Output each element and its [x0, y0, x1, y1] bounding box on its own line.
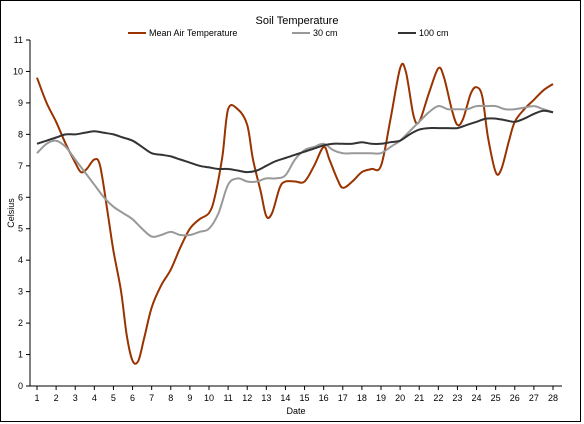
x-tick-label: 12	[242, 393, 252, 403]
y-tick-label: 9	[18, 98, 23, 108]
series-lines	[36, 62, 554, 365]
x-tick-label: 13	[261, 393, 271, 403]
y-tick-label: 8	[18, 129, 23, 139]
chart-title: Soil Temperature	[256, 15, 339, 27]
y-axis-title: Celsius	[6, 198, 16, 228]
x-tick-label: 9	[187, 393, 192, 403]
series-line-100-cm	[36, 109, 554, 174]
x-tick-label: 27	[529, 393, 539, 403]
x-tick-label: 11	[223, 393, 232, 403]
x-axis-title: Date	[286, 406, 305, 416]
legend-item-30-cm: 30 cm	[292, 28, 338, 38]
x-tick-label: 16	[319, 393, 329, 403]
legend-item-100-cm: 100 cm	[398, 28, 449, 38]
y-tick-label: 0	[18, 381, 23, 391]
x-tick-label: 4	[92, 393, 97, 403]
x-tick-label: 8	[168, 393, 173, 403]
y-tick-label: 1	[18, 350, 23, 360]
y-tick-label: 2	[18, 318, 23, 328]
x-tick-label: 20	[395, 393, 405, 403]
x-tick-label: 25	[491, 393, 501, 403]
y-tick-label: 3	[18, 287, 23, 297]
x-tick-label: 3	[73, 393, 78, 403]
y-axis: 0 1 2 3 4 5 6 7 8 9 10 11	[13, 35, 30, 391]
y-tick-label: 5	[18, 224, 23, 234]
x-tick-label: 22	[433, 393, 443, 403]
x-tick-label: 15	[300, 393, 310, 403]
x-tick-label: 23	[452, 393, 462, 403]
y-tick-label: 10	[13, 66, 23, 76]
x-tick-label: 24	[472, 393, 482, 403]
y-tick-label: 4	[18, 255, 23, 265]
x-tick-label: 19	[376, 393, 386, 403]
legend-label: 30 cm	[313, 28, 338, 38]
x-tick-label: 21	[414, 393, 424, 403]
legend-item-mean-air-temperature: Mean Air Temperature	[128, 28, 237, 38]
x-tick-label: 1	[34, 393, 39, 403]
x-tick-label: 10	[204, 393, 214, 403]
x-tick-label: 2	[54, 393, 59, 403]
legend-label: Mean Air Temperature	[149, 28, 237, 38]
y-tick-label: 11	[14, 35, 23, 45]
x-tick-label: 14	[280, 393, 290, 403]
series-line-30-cm	[36, 104, 554, 238]
x-tick-label: 6	[130, 393, 135, 403]
series-line-mean-air-temperature	[36, 62, 554, 365]
x-tick-label: 5	[111, 393, 116, 403]
x-tick-label: 17	[338, 393, 348, 403]
x-tick-label: 28	[548, 393, 558, 403]
x-tick-label: 26	[510, 393, 520, 403]
x-tick-label: 7	[149, 393, 154, 403]
legend-label: 100 cm	[419, 28, 449, 38]
x-axis: 1 2 3 4 5 6 7 8 9 10 11 12 13 14 15 16 17 18 19 20 21 22 23 24 2…	[34, 386, 558, 403]
y-tick-label: 7	[18, 161, 23, 171]
legend: Mean Air Temperature 30 cm 100 cm	[128, 28, 449, 38]
x-tick-label: 18	[357, 393, 367, 403]
y-tick-label: 6	[18, 192, 23, 202]
